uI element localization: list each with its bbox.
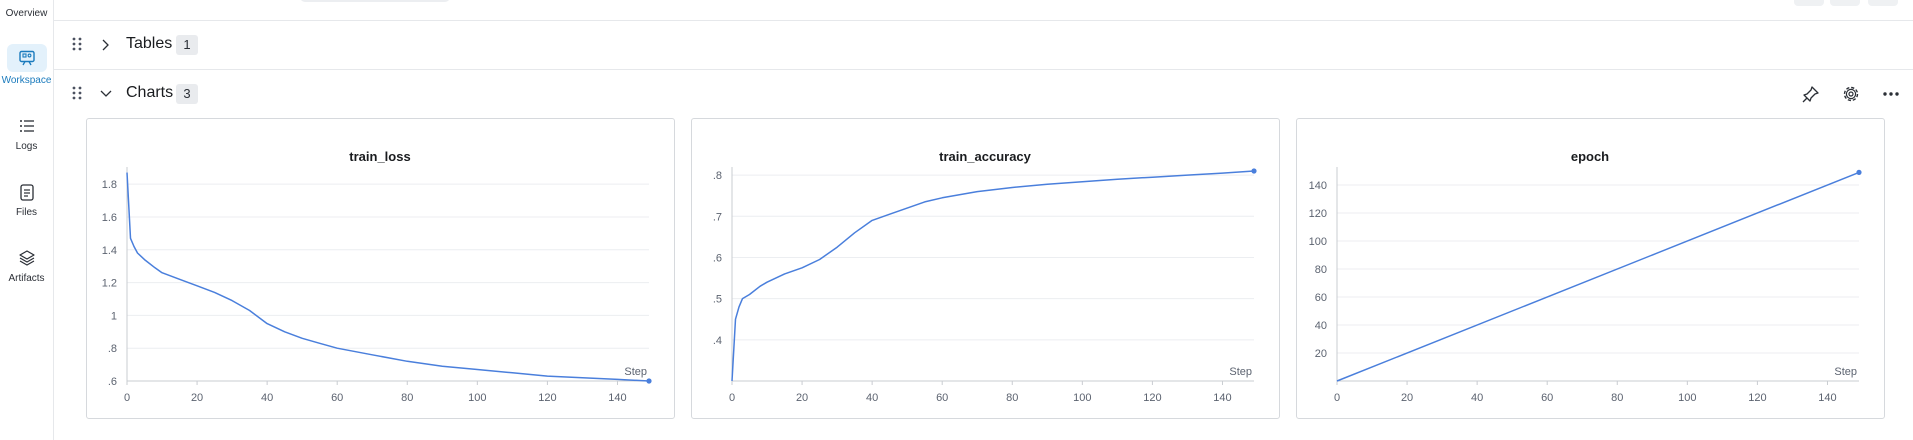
y-tick-label: .4 <box>713 335 722 347</box>
header-chip[interactable] <box>300 0 450 2</box>
x-tick-label: 40 <box>866 392 878 404</box>
x-axis-label: Step <box>624 366 647 378</box>
y-tick-label: 1 <box>111 310 117 322</box>
chevron-right-icon[interactable] <box>100 39 110 51</box>
chart-panel-train-loss[interactable]: train_loss .6 .8 1 1.2 1.4 1.6 1.8 0 20 40 60 80 100 1… <box>86 118 675 419</box>
x-axis-label: Step <box>1229 366 1252 378</box>
chevron-down-icon[interactable] <box>100 88 112 98</box>
x-tick-label: 80 <box>1611 392 1623 404</box>
x-tick-label: 100 <box>1073 392 1091 404</box>
list-icon <box>19 120 34 132</box>
chart-train-loss: train_loss .6 .8 1 1.2 1.4 1.6 1.8 0 20 40 60 80 100 1… <box>102 149 652 404</box>
x-tick-label: 120 <box>1748 392 1766 404</box>
y-tick-label: 100 <box>1309 236 1327 248</box>
x-tick-label: 20 <box>1401 392 1413 404</box>
file-icon <box>19 183 34 201</box>
x-tick-label: 60 <box>936 392 948 404</box>
sidebar-item-files[interactable]: Files <box>0 180 53 218</box>
drag-handle-icon[interactable] <box>72 37 82 51</box>
y-tick-label: 1.8 <box>102 179 117 191</box>
x-tick-label: 140 <box>1818 392 1836 404</box>
x-tick-label: 20 <box>796 392 808 404</box>
chart-title: train_loss <box>349 149 410 164</box>
y-tick-label: 60 <box>1315 292 1327 304</box>
y-tick-label: 40 <box>1315 320 1327 332</box>
workspace-icon <box>18 50 35 66</box>
y-tick-label: 20 <box>1315 348 1327 360</box>
x-tick-label: 60 <box>1541 392 1553 404</box>
header-button[interactable] <box>1794 0 1824 6</box>
section-title: Charts <box>126 84 174 101</box>
sidebar-item-workspace[interactable]: Workspace <box>0 44 53 86</box>
section-count-badge: 3 <box>176 84 198 104</box>
series-line <box>1336 171 1860 382</box>
sidebar-item-overview[interactable]: Overview <box>0 8 53 19</box>
sidebar-item-label: Overview <box>5 8 48 19</box>
sidebar-item-label: Files <box>15 207 38 218</box>
y-tick-label: .8 <box>713 170 722 182</box>
x-tick-label: 40 <box>261 392 273 404</box>
x-tick-label: 80 <box>401 392 413 404</box>
y-tick-label: .6 <box>713 252 722 264</box>
chart-title: epoch <box>1571 149 1609 164</box>
pin-icon[interactable] <box>1801 84 1821 104</box>
last-point-marker <box>646 378 652 384</box>
header-button[interactable] <box>1830 0 1860 6</box>
x-tick-label: 60 <box>331 392 343 404</box>
drag-handle-icon[interactable] <box>72 86 82 100</box>
x-tick-label: 80 <box>1006 392 1018 404</box>
y-tick-label: 1.4 <box>102 245 117 257</box>
y-tick-label: 120 <box>1309 208 1327 220</box>
section-count-badge: 1 <box>176 35 198 55</box>
x-tick-label: 0 <box>729 392 735 404</box>
y-tick-label: 80 <box>1315 264 1327 276</box>
tables-section-header[interactable]: Tables 1 <box>54 21 1913 70</box>
y-tick-label: 1.2 <box>102 278 117 290</box>
gear-icon[interactable] <box>1841 84 1861 104</box>
x-tick-label: 120 <box>1143 392 1161 404</box>
chart-panel-train-accuracy[interactable]: train_accuracy .4 .5 .6 .7 .8 0 20 40 60 80 100 120 1… <box>691 118 1280 419</box>
last-point-marker <box>1251 168 1257 174</box>
sidebar-item-label: Artifacts <box>8 273 45 284</box>
sidebar: Overview Workspace Logs <box>0 0 54 440</box>
y-tick-label: .5 <box>713 294 722 306</box>
series-line <box>731 170 1255 382</box>
y-tick-label: .7 <box>713 211 722 223</box>
series-line <box>126 172 650 382</box>
x-tick-label: 0 <box>124 392 130 404</box>
last-point-marker <box>1856 169 1862 175</box>
chart-title: train_accuracy <box>939 149 1032 164</box>
x-tick-label: 140 <box>1213 392 1231 404</box>
chart-epoch: epoch 20 40 60 80 100 120 140 0 20 40 60 80 100 120 140… <box>1309 149 1862 404</box>
x-tick-label: 140 <box>608 392 626 404</box>
x-tick-label: 100 <box>468 392 486 404</box>
layers-icon <box>18 250 35 266</box>
chart-train-accuracy: train_accuracy .4 .5 .6 .7 .8 0 20 40 60 80 100 120 1… <box>713 149 1257 404</box>
chart-panel-epoch[interactable]: epoch 20 40 60 80 100 120 140 0 20 40 60 80 100 120 140… <box>1296 118 1885 419</box>
x-tick-label: 0 <box>1334 392 1340 404</box>
sidebar-item-label: Logs <box>15 141 38 152</box>
sidebar-item-logs[interactable]: Logs <box>0 114 53 152</box>
charts-section-header[interactable]: Charts 3 <box>54 70 1913 118</box>
y-tick-label: .6 <box>108 376 117 388</box>
x-tick-label: 120 <box>538 392 556 404</box>
x-tick-label: 40 <box>1471 392 1483 404</box>
top-header <box>54 0 1913 21</box>
more-icon[interactable] <box>1881 84 1901 104</box>
x-tick-label: 100 <box>1678 392 1696 404</box>
y-tick-label: .8 <box>108 343 117 355</box>
y-tick-label: 140 <box>1309 180 1327 192</box>
x-axis-label: Step <box>1834 366 1857 378</box>
section-title: Tables <box>126 35 173 52</box>
sidebar-item-label: Workspace <box>1 75 52 86</box>
y-tick-label: 1.6 <box>102 212 117 224</box>
sidebar-item-artifacts[interactable]: Artifacts <box>0 246 53 284</box>
header-button[interactable] <box>1868 0 1898 6</box>
x-tick-label: 20 <box>191 392 203 404</box>
